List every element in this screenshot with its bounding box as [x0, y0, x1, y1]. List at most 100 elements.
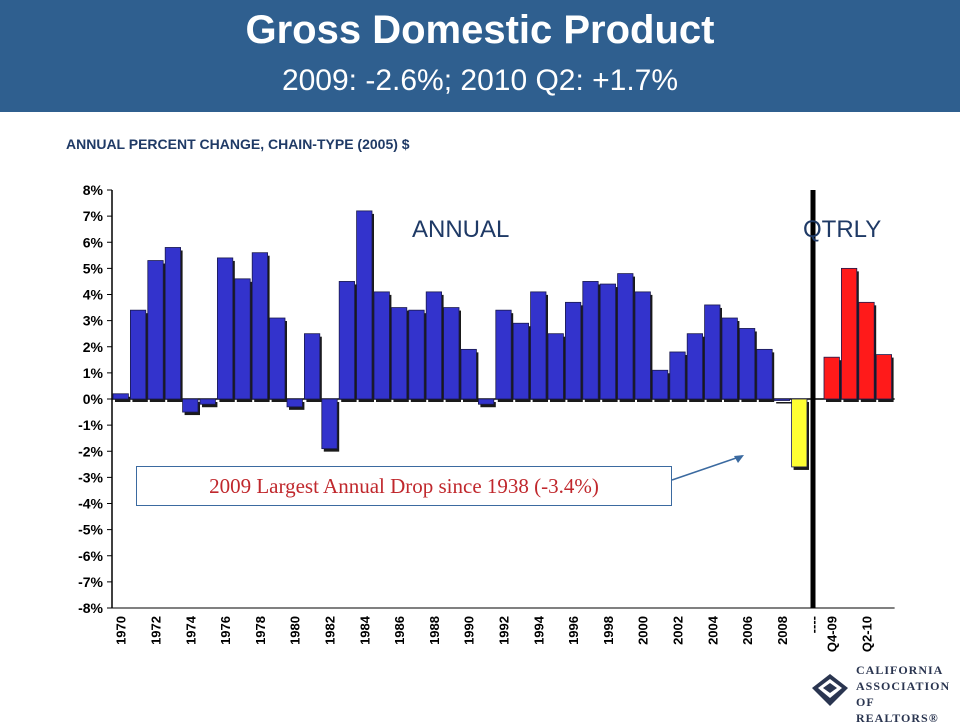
x-tick-label-separator: ----: [806, 616, 821, 633]
x-tick-label: 1978: [253, 616, 268, 645]
logo: CALIFORNIA ASSOCIATION OF REALTORS®: [808, 660, 958, 725]
x-tick-label: 1982: [323, 616, 338, 645]
y-tick-label: 7%: [83, 208, 104, 224]
annual-bar: [112, 393, 129, 400]
x-tick-label: 1990: [462, 616, 477, 645]
annual-bar: [530, 291, 547, 400]
logo-line-2: ASSOCIATION: [856, 679, 951, 693]
x-tick-label: 1986: [392, 616, 407, 645]
page-title: Gross Domestic Product: [245, 8, 715, 52]
y-tick-label: -2%: [78, 443, 103, 459]
y-tick-label: 8%: [83, 182, 104, 198]
annotation-arrowhead: [734, 455, 744, 463]
annual-bar: [199, 398, 216, 405]
x-tick-label: 2000: [636, 616, 651, 645]
y-tick-label: -4%: [78, 496, 103, 512]
x-tick-label: 1974: [183, 615, 198, 645]
annual-bar: [425, 291, 443, 400]
y-tick-label: -1%: [78, 417, 103, 433]
annual-bar: [269, 317, 286, 400]
x-tick-label: 1994: [531, 615, 546, 645]
quarterly-bar: [841, 267, 858, 400]
annual-bar-shadow: [776, 402, 792, 404]
annual-bar: [390, 307, 408, 400]
x-tick-label: 1996: [566, 616, 581, 645]
logo-text: CALIFORNIA ASSOCIATION OF REALTORS®: [856, 662, 958, 726]
y-tick-label: -8%: [78, 600, 103, 616]
annual-bar: [582, 281, 599, 400]
x-tick-label: 1992: [497, 616, 512, 645]
annual-bar: [617, 273, 634, 400]
annotation-box: 2009 Largest Annual Drop since 1938 (-3.…: [136, 466, 672, 506]
annual-bar: [686, 333, 704, 400]
y-tick-label: 6%: [83, 234, 104, 250]
y-tick-label: -7%: [78, 574, 103, 590]
x-tick-label: 1988: [427, 616, 442, 645]
quarterly-bar: [823, 356, 840, 400]
annual-bar: [234, 278, 251, 400]
annual-bar: [669, 351, 686, 400]
annual-bar: [216, 257, 234, 400]
chart-label: ANNUAL PERCENT CHANGE, CHAIN-TYPE (2005)…: [66, 136, 410, 152]
realtors-logo-icon: [812, 674, 848, 706]
annual-bar: [182, 398, 199, 413]
annual-bar: [129, 309, 147, 400]
y-tick-label: -6%: [78, 548, 103, 564]
y-tick-label: 2%: [83, 339, 104, 355]
annotation-arrow: [671, 455, 743, 481]
annual-bar: [147, 260, 164, 400]
y-tick-label: 5%: [83, 260, 104, 276]
quarterly-bar: [875, 354, 893, 400]
annual-bar: [547, 333, 564, 400]
annual-bar: [773, 398, 791, 401]
annual-bar: [512, 322, 530, 400]
annual-bar: [321, 398, 338, 450]
annual-bar: [303, 333, 321, 400]
annual-bar: [286, 398, 303, 408]
quarterly-bar: [858, 301, 875, 400]
x-tick-label: 1972: [149, 616, 164, 645]
annual-bar: [164, 247, 181, 400]
x-tick-label-quarter: Q4-09: [825, 616, 840, 652]
y-tick-label: 3%: [83, 313, 104, 329]
y-tick-label: -5%: [78, 522, 103, 538]
logo-line-3: OF REALTORS®: [856, 695, 939, 725]
y-tick-label: 4%: [83, 287, 104, 303]
x-tick-label: 2006: [740, 616, 755, 645]
annual-bar: [443, 307, 460, 400]
header-banner: Gross Domestic Product 2009: -2.6%; 2010…: [0, 0, 960, 112]
annual-bar: [356, 210, 373, 400]
y-tick-label: 1%: [83, 365, 104, 381]
x-tick-label: 1984: [357, 615, 372, 645]
section-label-qtrly: QTRLY: [803, 216, 881, 243]
x-tick-label: 2008: [775, 616, 790, 645]
annual-bar: [634, 291, 651, 400]
x-tick-label-quarter: Q2-10: [860, 616, 875, 652]
annual-bar: [460, 348, 477, 400]
annual-bar: [652, 369, 669, 400]
annual-bar: [704, 304, 721, 400]
annual-bar: [251, 252, 268, 400]
annual-bar: [477, 398, 495, 405]
annual-bar: [791, 398, 808, 468]
x-tick-label: 1970: [114, 616, 129, 645]
annual-bar: [565, 301, 582, 400]
page-subtitle: 2009: -2.6%; 2010 Q2: +1.7%: [281, 64, 679, 97]
annual-bar: [739, 328, 756, 400]
x-tick-label: 2002: [671, 616, 686, 645]
annual-bar: [373, 291, 390, 400]
section-label-annual: ANNUAL: [412, 216, 509, 243]
x-tick-label: 2004: [705, 615, 720, 645]
y-tick-label: -3%: [78, 469, 103, 485]
x-tick-label: 1976: [218, 616, 233, 645]
x-tick-label: 1998: [601, 616, 616, 645]
logo-line-1: CALIFORNIA: [856, 663, 944, 677]
annual-bar: [338, 281, 356, 400]
annual-bar: [756, 348, 773, 400]
y-tick-label: 0%: [83, 391, 104, 407]
annual-bar: [408, 309, 425, 400]
annual-bar: [599, 283, 617, 400]
annual-bar: [721, 317, 738, 400]
annual-bar: [495, 309, 512, 400]
